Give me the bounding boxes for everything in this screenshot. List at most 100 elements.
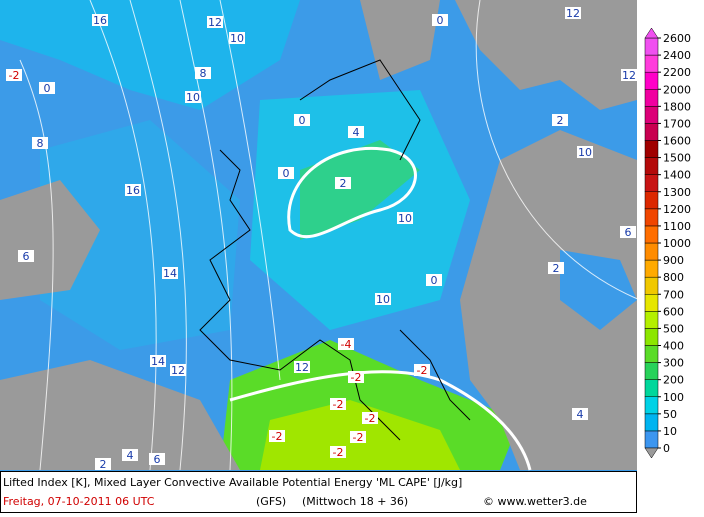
contour-label-box <box>338 338 354 350</box>
legend-label: 50 <box>663 408 677 421</box>
contour-label-box <box>350 431 366 443</box>
contour-label-box <box>92 14 108 26</box>
contour-label: 0 <box>299 114 306 127</box>
legend-swatch <box>644 37 659 56</box>
contour-label-box <box>375 293 391 305</box>
caption-run: (Mittwoch 18 + 36) <box>302 495 408 508</box>
contour-label-box <box>572 408 588 420</box>
contour-label: 10 <box>186 91 200 104</box>
legend-label: 1500 <box>663 152 691 165</box>
legend-swatch <box>644 174 659 193</box>
contour-label-box <box>577 146 593 158</box>
contour-label-box <box>269 430 285 442</box>
contour-label: -2 <box>9 69 20 82</box>
contour-label: 2 <box>557 114 564 127</box>
legend-swatch <box>644 396 659 415</box>
legend-swatch <box>644 294 659 312</box>
legend-swatch <box>644 208 659 227</box>
map: 16 1210-2081081661400241010121412-4-2-2-2… <box>0 0 637 471</box>
contour-label-box <box>122 449 138 461</box>
legend-label: 2600 <box>663 32 691 45</box>
contour-label-box <box>426 274 442 286</box>
legend-swatch <box>644 311 659 329</box>
contour-label-box <box>294 361 310 373</box>
land-gray <box>460 130 637 470</box>
contour-label: 6 <box>154 453 161 466</box>
land-gray <box>0 180 100 300</box>
legend-label: 1700 <box>663 117 691 130</box>
legend-swatch <box>644 276 659 295</box>
contour-label: 12 <box>566 7 580 20</box>
coastlines <box>199 59 471 441</box>
legend-swatch <box>644 157 659 175</box>
contour-label-box <box>565 7 581 19</box>
legend-label: 1100 <box>663 220 691 233</box>
contour-label: 16 <box>93 14 107 27</box>
contour-label-box <box>414 364 430 376</box>
legend-label: 200 <box>663 374 684 387</box>
legend-cap-top <box>644 27 659 39</box>
contour-label: 10 <box>376 293 390 306</box>
contour-label: -2 <box>365 412 376 425</box>
contour-label: 2 <box>100 458 107 471</box>
legend-cap-bottom <box>644 447 659 459</box>
contour-label-box <box>18 250 34 262</box>
contour-label: 6 <box>23 250 30 263</box>
contour-label: 10 <box>398 212 412 225</box>
sea-patch <box>560 250 637 330</box>
contour-label: -2 <box>333 446 344 459</box>
contour-label-box <box>335 177 351 189</box>
contour-label: 6 <box>625 226 632 239</box>
legend-label: 600 <box>663 305 684 318</box>
contour-label: 14 <box>163 267 177 280</box>
legend-label: 700 <box>663 288 684 301</box>
legend-swatch <box>644 379 659 397</box>
legend-swatch <box>644 89 659 107</box>
contour-label-box <box>330 446 346 458</box>
contour-label-box <box>397 212 413 224</box>
contour-label-box <box>6 69 22 81</box>
contour-label-box <box>362 412 378 424</box>
contour-label-box <box>229 32 245 44</box>
contour-label: -4 <box>341 338 352 351</box>
contour-label: 12 <box>208 16 222 29</box>
land-gray <box>455 0 637 110</box>
contour-label: -2 <box>417 364 428 377</box>
contour-labels: 16 1210-2081081661400241010121412-4-2-2-2… <box>6 7 637 471</box>
contour-label-box <box>620 226 636 238</box>
contour-label-box <box>125 184 141 196</box>
zero-contour <box>229 147 532 471</box>
contour-label: 16 <box>126 184 140 197</box>
caption-box <box>0 471 637 513</box>
contour-label: -2 <box>351 371 362 384</box>
legend-label: 100 <box>663 391 684 404</box>
cyan-area <box>40 120 240 350</box>
legend-label: 400 <box>663 340 684 353</box>
contour-label: 2 <box>553 262 560 275</box>
contour-label: 8 <box>37 137 44 150</box>
contour-label: -2 <box>333 398 344 411</box>
contour-label: 4 <box>353 126 360 139</box>
legend-swatch <box>644 191 659 210</box>
legend-swatch <box>644 259 659 278</box>
green-area <box>300 140 420 240</box>
caption-model: (GFS) <box>256 495 286 508</box>
legend-label: 10 <box>663 425 677 438</box>
contour-label-box <box>330 398 346 410</box>
legend-label: 1300 <box>663 186 691 199</box>
contour-label-box <box>432 14 448 26</box>
contour-label-box <box>348 371 364 383</box>
legend-label: 1600 <box>663 135 691 148</box>
contour-label-box <box>552 114 568 126</box>
contour-label-box <box>195 67 211 79</box>
contour-label: 8 <box>200 67 207 80</box>
contour-label: 4 <box>577 408 584 421</box>
contour-label: 12 <box>171 364 185 377</box>
contour-label-box <box>348 126 364 138</box>
legend-label: 2400 <box>663 49 691 62</box>
legend-label: 1800 <box>663 100 691 113</box>
legend-swatch <box>644 106 659 124</box>
legend-swatch <box>644 242 659 261</box>
contour-label-box <box>95 458 111 470</box>
legend-label: 2200 <box>663 66 691 79</box>
